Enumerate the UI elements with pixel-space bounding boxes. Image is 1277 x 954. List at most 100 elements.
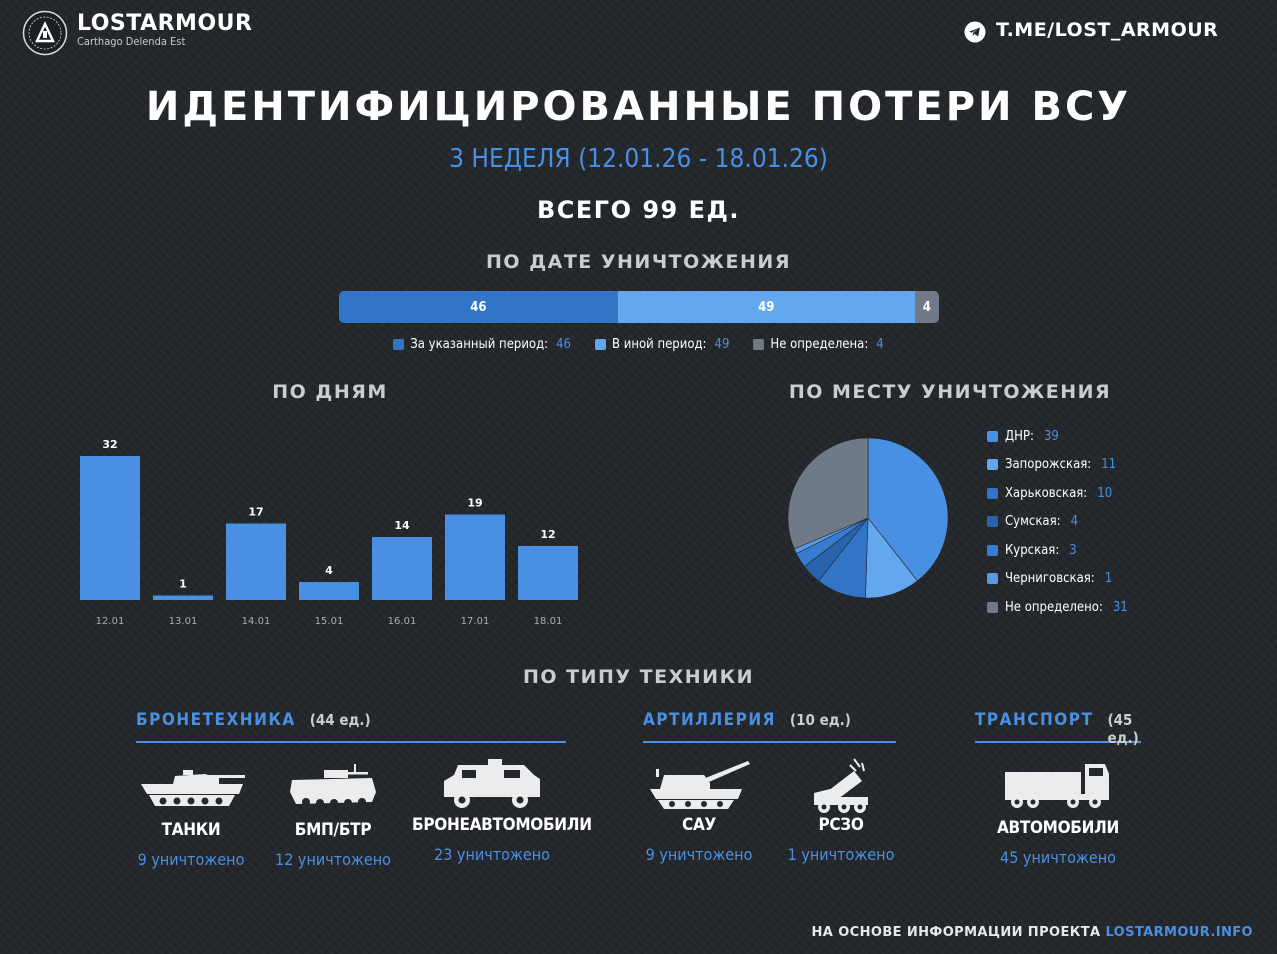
- item-vehicles-name: АВТОМОБИЛИ: [996, 818, 1120, 838]
- legend-label: Харьковская:: [1005, 485, 1088, 501]
- stacked-legend-item: В иной период: 49: [595, 337, 729, 352]
- pie-legend-item: Сумская: 4: [987, 508, 1267, 537]
- legend-value: 11: [1101, 457, 1117, 473]
- category-transport-title: ТРАНСПОРТ: [975, 710, 1094, 730]
- bar-14.01: [226, 523, 286, 600]
- total-count: ВСЕГО 99 ЕД.: [537, 196, 740, 224]
- item-mlrs: РСЗО 1 уничтожено: [776, 757, 906, 864]
- category-transport: ТРАНСПОРТ (45 ед.): [975, 710, 1141, 747]
- x-tick-label: 18.01: [534, 616, 563, 627]
- bar-value-label: 14: [394, 519, 410, 532]
- legend-value: 4: [1070, 514, 1079, 530]
- category-transport-underline: [975, 741, 1141, 743]
- x-tick-label: 12.01: [96, 616, 125, 627]
- item-ifv-name: БМП/БТР: [294, 820, 372, 840]
- legend-label: Курская:: [1005, 542, 1060, 558]
- category-artillery-underline: [643, 741, 896, 743]
- section-title-by-date: ПО ДАТЕ УНИЧТОЖЕНИЯ: [486, 251, 791, 273]
- legend-label: Черниговская:: [1005, 571, 1095, 587]
- legend-swatch: [987, 459, 998, 471]
- legend-swatch: [595, 339, 606, 350]
- pie-legend-item: ДНР: 39: [987, 422, 1267, 451]
- ifv-icon: [290, 764, 376, 807]
- pie-legend-item: Черниговская: 1: [987, 565, 1267, 594]
- x-tick-label: 17.01: [461, 616, 490, 627]
- legend-value: 49: [714, 337, 730, 352]
- legend-label: В иной период:: [612, 337, 707, 352]
- item-armored-cars: БРОНЕАВТОМОБИЛИ 23 уничтожено: [412, 757, 592, 864]
- item-ifv-count: 12 уничтожено: [275, 850, 391, 869]
- item-mlrs-count: 1 уничтожено: [787, 845, 895, 864]
- truck-icon: [1005, 764, 1109, 808]
- legend-label: Сумская:: [1005, 514, 1061, 530]
- stacked-legend-item: За указанный период: 46: [393, 337, 571, 352]
- footer-source: НА ОСНОВЕ ИНФОРМАЦИИ ПРОЕКТА LOSTARMOUR.…: [812, 925, 1253, 940]
- bar-value-label: 4: [325, 564, 333, 577]
- lostarmour-logo: [22, 10, 68, 56]
- brand-name: LOSTARMOUR: [77, 11, 253, 36]
- legend-label: За указанный период:: [410, 337, 549, 352]
- date-stacked-bar: 46 49 4: [339, 291, 939, 323]
- category-armor-count: (44 ед.): [309, 711, 371, 729]
- footer-site-link[interactable]: LOSTARMOUR.INFO: [1105, 925, 1253, 940]
- category-armor-title: БРОНЕТЕХНИКА: [136, 710, 296, 730]
- legend-label: Не определено:: [1005, 599, 1103, 615]
- stacked-segment-3: 4: [914, 291, 939, 323]
- item-tanks-count: 9 уничтожено: [137, 850, 245, 869]
- item-vehicles: АВТОМОБИЛИ 45 уничтожено: [983, 760, 1133, 867]
- legend-value: 10: [1097, 485, 1113, 501]
- armored-car-icon: [444, 759, 540, 808]
- legend-value: 31: [1112, 599, 1128, 615]
- telegram-link[interactable]: T.ME/LOST_ARMOUR: [996, 19, 1219, 41]
- x-tick-label: 14.01: [242, 616, 271, 627]
- item-howitzers-name: САУ: [682, 815, 716, 835]
- stacked-segment-2: 49: [617, 291, 915, 323]
- bar-15.01: [299, 582, 359, 600]
- pie-legend-item: Курская: 3: [987, 536, 1267, 565]
- region-pie-chart: [787, 437, 949, 599]
- legend-value: 39: [1043, 428, 1059, 444]
- x-tick-label: 15.01: [315, 616, 344, 627]
- bar-13.01: [153, 595, 213, 600]
- item-armored-cars-count: 23 уничтожено: [434, 845, 550, 864]
- legend-swatch: [987, 601, 998, 613]
- bar-value-label: 19: [467, 497, 482, 510]
- bar-16.01: [372, 537, 432, 600]
- bar-value-label: 32: [102, 438, 117, 451]
- legend-swatch: [987, 516, 998, 528]
- legend-swatch: [987, 544, 998, 556]
- section-title-by-type: ПО ТИПУ ТЕХНИКИ: [522, 666, 755, 688]
- bar-value-label: 12: [540, 528, 555, 541]
- item-tanks-name: ТАНКИ: [161, 820, 221, 840]
- section-title-by-day: ПО ДНЯМ: [272, 381, 388, 403]
- legend-label: Не определена:: [770, 337, 869, 352]
- item-armored-cars-name: БРОНЕАВТОМОБИЛИ: [412, 815, 592, 835]
- legend-swatch: [393, 339, 405, 350]
- legend-swatch: [987, 430, 998, 442]
- section-title-by-place: ПО МЕСТУ УНИЧТОЖЕНИЯ: [788, 381, 1112, 403]
- bar-12.01: [80, 456, 140, 600]
- item-howitzers: САУ 9 уничтожено: [634, 757, 764, 864]
- page-title: ИДЕНТИФИЦИРОВАННЫЕ ПОТЕРИ ВСУ: [145, 84, 1132, 130]
- item-tanks: ТАНКИ 9 уничтожено: [126, 762, 256, 869]
- mlrs-icon: [814, 758, 868, 813]
- bar-value-label: 1: [179, 578, 187, 591]
- stacked-segment-1: 46: [339, 291, 618, 323]
- item-vehicles-count: 45 уничтожено: [1000, 848, 1116, 867]
- category-armor: БРОНЕТЕХНИКА (44 ед.): [136, 710, 566, 743]
- category-armor-underline: [136, 741, 566, 743]
- telegram-icon: [964, 21, 986, 43]
- howitzer-icon: [650, 761, 750, 809]
- stacked-legend-item: Не определена: 4: [753, 337, 884, 352]
- bar-17.01: [445, 514, 505, 600]
- date-stacked-legend: За указанный период: 46 В иной период: 49 Не…: [0, 337, 1277, 352]
- legend-label: Запорожская:: [1005, 457, 1092, 473]
- pie-slice-7: [787, 437, 869, 550]
- brand-motto: Carthago Delenda Est: [77, 35, 186, 48]
- daily-bar-chart: 32 12.01 1 13.01 17 14.01 4 15.01 14 16.01 19 17.01…: [80, 438, 578, 627]
- item-ifv: БМП/БТР 12 уничтожено: [268, 762, 398, 869]
- pie-slice-1: [867, 437, 949, 582]
- pie-legend-item: Не определено: 31: [987, 593, 1267, 622]
- item-howitzers-count: 9 уничтожено: [645, 845, 753, 864]
- x-tick-label: 13.01: [169, 616, 198, 627]
